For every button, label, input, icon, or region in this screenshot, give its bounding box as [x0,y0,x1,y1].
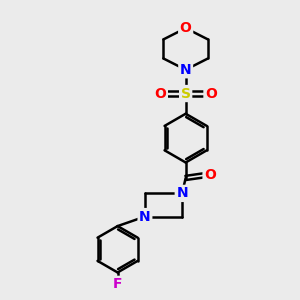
Text: N: N [176,186,188,200]
Text: O: O [180,21,192,35]
Text: O: O [204,168,216,182]
Text: O: O [154,86,166,100]
Text: F: F [113,277,122,291]
Text: N: N [180,63,191,77]
Text: N: N [139,210,151,224]
Text: S: S [181,86,191,100]
Text: O: O [205,86,217,100]
